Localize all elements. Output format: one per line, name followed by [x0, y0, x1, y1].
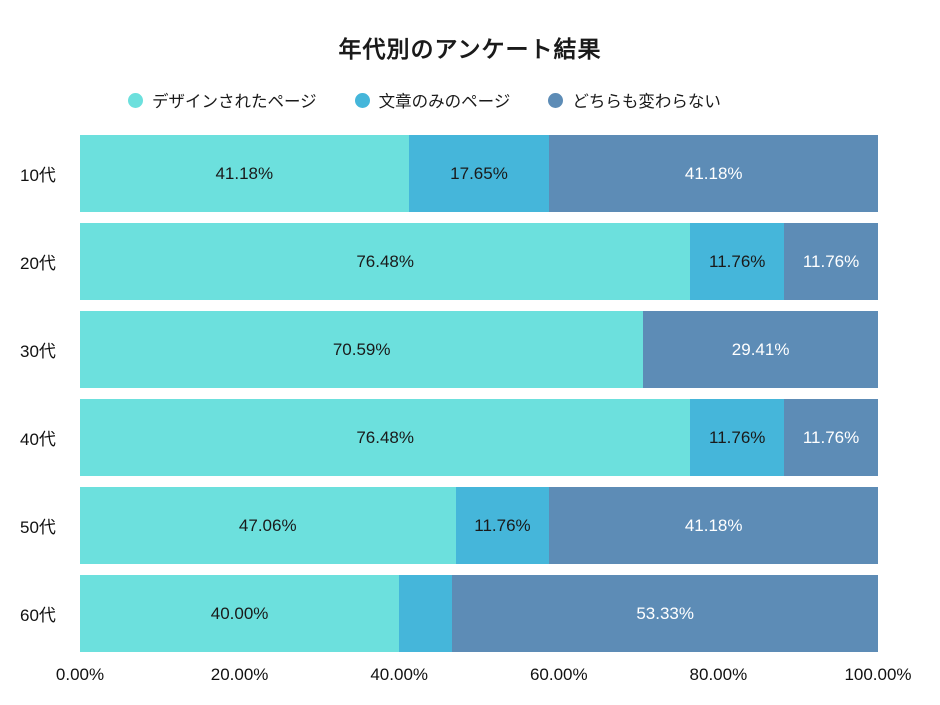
bar-segment: 41.18%	[80, 135, 409, 212]
segment-label: 11.76%	[802, 251, 860, 271]
bar-row: 50代 47.06% 11.76% 41.18%	[0, 487, 878, 564]
legend-color-dot	[354, 92, 370, 108]
chart-legend: デザインされたページ 文章のみのページ どちらも変わらない	[128, 88, 940, 112]
bar-row: 20代 76.48% 11.76% 11.76%	[0, 223, 878, 300]
segment-label: 70.59%	[332, 339, 391, 359]
bar-segment: 76.48%	[80, 399, 691, 476]
bar-track: 40.00% 53.33%	[80, 575, 878, 652]
bar-track: 47.06% 11.76% 41.18%	[80, 487, 878, 564]
bar-segment: 11.76%	[784, 399, 878, 476]
segment-label: 11.76%	[802, 427, 860, 447]
bar-segment: 29.41%	[643, 311, 878, 388]
row-label: 30代	[20, 342, 56, 361]
legend-item: デザインされたページ	[128, 88, 317, 112]
x-axis: 0.00% 20.00% 40.00% 60.00% 80.00% 100.00%	[56, 663, 912, 689]
bar-track: 76.48% 11.76% 11.76%	[80, 399, 878, 476]
row-label: 20代	[20, 254, 56, 273]
bar-row: 40代 76.48% 11.76% 11.76%	[0, 399, 878, 476]
legend-label: どちらも変わらない	[572, 93, 721, 111]
x-axis-tick-label: 40.00%	[370, 665, 429, 684]
segment-label: 76.48%	[356, 251, 414, 271]
bar-rows-area: 10代 41.18% 17.65% 41.18% 20代 76.48% 11.76% 11.7…	[0, 135, 940, 652]
bar-segment: 53.33%	[452, 575, 878, 652]
chart-title: 年代別のアンケート結果	[338, 36, 602, 62]
bar-segment: 11.76%	[690, 223, 785, 300]
segment-label: 11.76%	[474, 515, 531, 535]
bar-segment: 11.76%	[784, 223, 878, 300]
bar-segment: 41.18%	[549, 487, 878, 564]
segment-label: 41.18%	[684, 515, 743, 535]
segment-label: 17.65%	[450, 163, 508, 183]
legend-color-dot	[548, 92, 564, 108]
legend-item: どちらも変わらない	[548, 88, 721, 112]
bar-segment: 70.59%	[80, 311, 644, 388]
bar-track: 41.18% 17.65% 41.18%	[80, 135, 878, 212]
x-axis-tick-label: 60.00%	[529, 665, 588, 684]
segment-label: 29.41%	[731, 339, 790, 359]
x-axis-tick-label: 80.00%	[689, 665, 748, 684]
x-axis-tick-label: 20.00%	[210, 665, 269, 684]
bar-row: 10代 41.18% 17.65% 41.18%	[0, 135, 878, 212]
legend-label: 文章のみのページ	[378, 93, 511, 111]
bar-segment: 17.65%	[408, 135, 550, 212]
segment-label: 41.18%	[215, 163, 274, 183]
bar-segment	[399, 575, 453, 652]
bar-segment: 47.06%	[80, 487, 456, 564]
row-label: 60代	[20, 606, 56, 625]
bar-segment: 40.00%	[80, 575, 400, 652]
row-label: 10代	[20, 166, 56, 185]
bar-segment: 41.18%	[549, 135, 878, 212]
bar-track: 70.59% 29.41%	[80, 311, 878, 388]
x-axis-tick-label: 100.00%	[844, 665, 912, 684]
segment-label: 53.33%	[636, 603, 695, 623]
row-label: 40代	[20, 430, 56, 449]
bar-segment: 11.76%	[455, 487, 550, 564]
legend-label: デザインされたページ	[152, 93, 317, 111]
legend-item: 文章のみのページ	[354, 88, 511, 112]
bar-row: 30代 70.59% 29.41%	[0, 311, 878, 388]
segment-label: 11.76%	[709, 427, 766, 447]
segment-label: 47.06%	[238, 515, 297, 535]
bar-track: 76.48% 11.76% 11.76%	[80, 223, 878, 300]
row-label: 50代	[20, 518, 56, 537]
bar-row: 60代 40.00% 53.33%	[0, 575, 878, 652]
segment-label: 11.76%	[709, 251, 766, 271]
segment-label: 76.48%	[356, 427, 414, 447]
bar-segment: 76.48%	[80, 223, 691, 300]
x-axis-tick-label: 0.00%	[55, 665, 105, 684]
segment-label: 40.00%	[210, 603, 269, 623]
bar-segment: 11.76%	[690, 399, 785, 476]
segment-label: 41.18%	[684, 163, 743, 183]
legend-color-dot	[128, 92, 143, 108]
